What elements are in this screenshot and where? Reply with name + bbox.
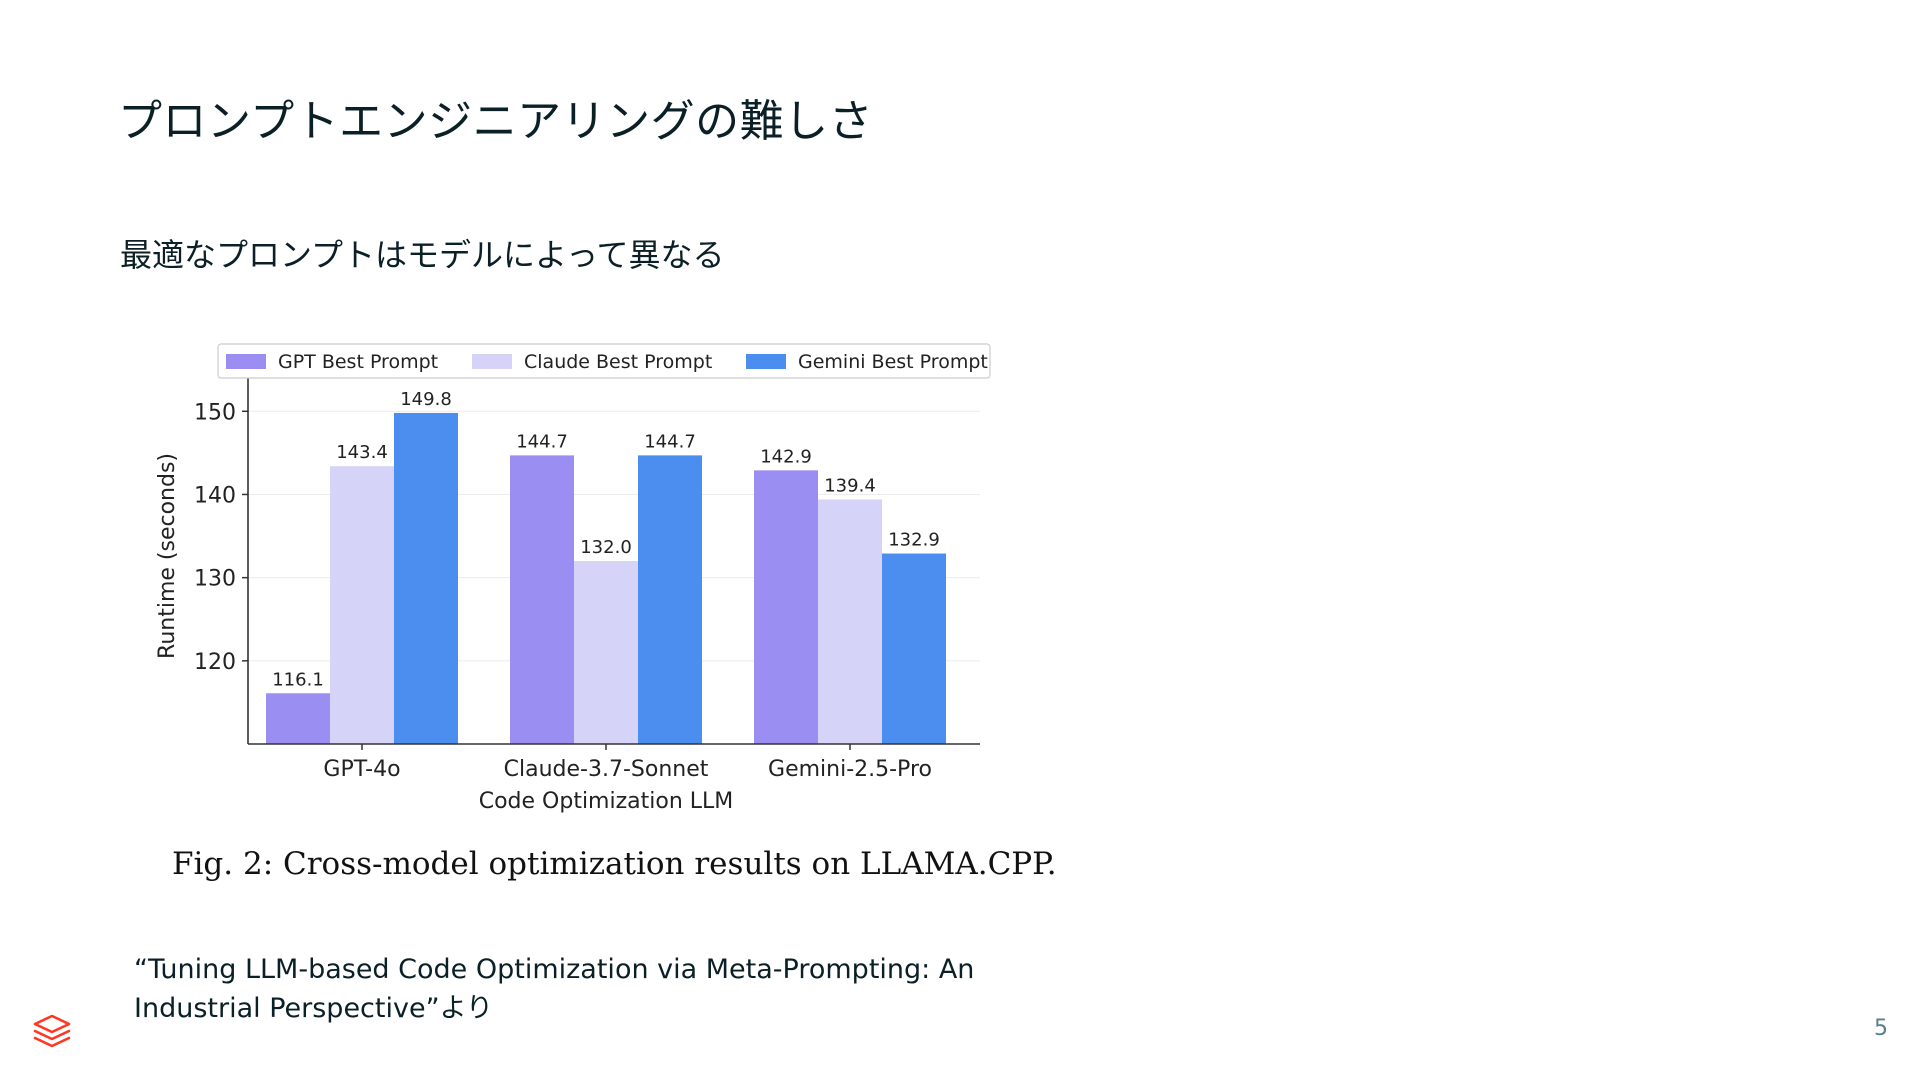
page-number: 5 (1874, 1016, 1888, 1041)
source-line-2: Industrial Perspective”より (134, 993, 494, 1025)
data-label: 144.7 (516, 431, 568, 452)
data-label: 143.4 (336, 442, 388, 463)
data-label: 144.7 (644, 431, 696, 452)
slide-subtitle: 最適なプロンプトはモデルによって異なる (120, 236, 725, 274)
legend-swatch (472, 354, 512, 369)
figure-caption: Fig. 2: Cross-model optimization results… (172, 846, 1057, 882)
data-label: 132.0 (580, 537, 632, 558)
legend-label: GPT Best Prompt (278, 351, 438, 373)
source-citation: “Tuning LLM-based Code Optimization via … (134, 950, 1014, 1028)
bar-Gemini-2.5-Pro-Gemini Best Prompt (882, 553, 946, 744)
y-tick-label: 150 (194, 400, 236, 425)
bar-Claude-3.7-Sonnet-GPT Best Prompt (510, 455, 574, 744)
bar-Claude-3.7-Sonnet-Gemini Best Prompt (638, 455, 702, 744)
data-label: 132.9 (888, 530, 940, 551)
data-label: 149.8 (400, 389, 452, 410)
bar-Claude-3.7-Sonnet-Claude Best Prompt (574, 561, 638, 744)
y-tick-label: 140 (194, 483, 236, 508)
chart-container: 116.1 143.4 149.8 GPT-4o 144.7 132.0 144.7 Clau… (150, 336, 1000, 826)
y-tick-label: 120 (194, 650, 236, 675)
legend-label: Claude Best Prompt (524, 351, 712, 373)
brand-logo-icon (30, 1010, 74, 1054)
legend-swatch (226, 354, 266, 369)
legend-label: Gemini Best Prompt (798, 351, 988, 373)
y-tick-label: 130 (194, 567, 236, 592)
bar-Gemini-2.5-Pro-GPT Best Prompt (754, 470, 818, 744)
data-label: 142.9 (760, 446, 812, 467)
legend-box (217, 343, 991, 379)
bar-Gemini-2.5-Pro-Claude Best Prompt (818, 499, 882, 744)
x-axis-label: Code Optimization LLM (479, 789, 734, 814)
source-line-1: “Tuning LLM-based Code Optimization via … (134, 954, 975, 985)
bar-GPT-4o-Gemini Best Prompt (394, 412, 458, 744)
bar-chart: 116.1 143.4 149.8 GPT-4o 144.7 132.0 144.7 Clau… (155, 343, 991, 814)
x-tick-label: Claude-3.7-Sonnet (504, 757, 709, 782)
y-axis-label: Runtime (seconds) (155, 453, 180, 659)
x-tick-label: GPT-4o (323, 757, 400, 782)
bar-GPT-4o-Claude Best Prompt (330, 466, 394, 744)
data-label: 139.4 (824, 475, 876, 496)
slide-title: プロンプトエンジニアリングの難しさ (118, 96, 874, 147)
bar-GPT-4o-GPT Best Prompt (266, 693, 330, 744)
x-tick-label: Gemini-2.5-Pro (768, 757, 932, 782)
data-label: 116.1 (272, 669, 324, 690)
legend-swatch (746, 354, 786, 369)
